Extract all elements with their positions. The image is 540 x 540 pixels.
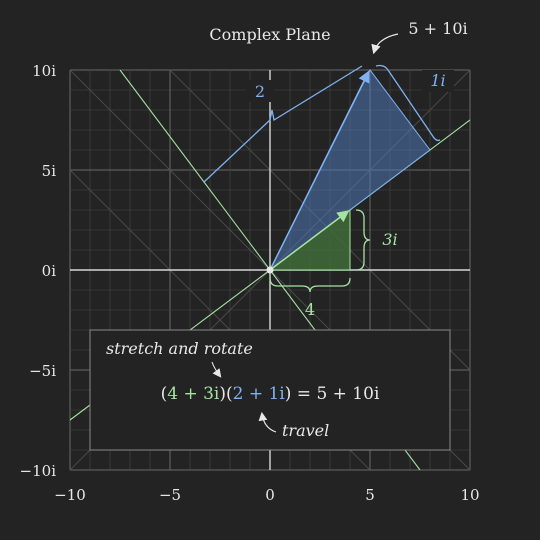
travel-arrow bbox=[258, 411, 277, 433]
y-tick-label: 10i bbox=[32, 62, 56, 80]
y-tick-label: 5i bbox=[42, 162, 57, 180]
x-tick-label: −10 bbox=[54, 486, 86, 504]
brace-real-a bbox=[269, 277, 351, 293]
vector-4-plus-3i bbox=[269, 210, 350, 271]
result-vector bbox=[269, 70, 370, 271]
travel-note: travel bbox=[282, 421, 329, 440]
y-tick-label: −10i bbox=[20, 462, 57, 480]
label-real-b: 2 bbox=[255, 82, 265, 101]
result-label: 5 + 10i bbox=[408, 19, 467, 38]
brace-imag-a bbox=[355, 209, 371, 271]
stretch-arrow bbox=[211, 361, 222, 378]
result-pointer-arrow bbox=[371, 33, 399, 55]
label-imag-b: 1i bbox=[430, 71, 445, 90]
blue-braces bbox=[203, 64, 441, 183]
y-tick-label: −5i bbox=[29, 362, 56, 380]
label-imag-a: 3i bbox=[382, 230, 397, 249]
x-tick-labels: −10 −5 0 5 10 bbox=[54, 486, 479, 504]
origin-dot bbox=[266, 266, 274, 274]
x-tick-label: 10 bbox=[460, 486, 479, 504]
y-tick-label: 0i bbox=[42, 262, 57, 280]
brace-imag-b bbox=[375, 64, 441, 142]
stretch-note: stretch and rotate bbox=[106, 339, 253, 358]
green-braces bbox=[269, 209, 371, 293]
x-tick-label: 0 bbox=[265, 486, 275, 504]
x-tick-label: 5 bbox=[365, 486, 375, 504]
label-real-a: 4 bbox=[305, 300, 315, 319]
equation: (4 + 3i)(2 + 1i) = 5 + 10i bbox=[161, 384, 380, 404]
caption-box bbox=[89, 329, 451, 451]
y-tick-labels: 10i 5i 0i −5i −10i bbox=[20, 62, 57, 480]
x-tick-label: −5 bbox=[159, 486, 181, 504]
brace-real-b bbox=[203, 65, 363, 183]
diagram-title: Complex Plane bbox=[209, 25, 330, 44]
